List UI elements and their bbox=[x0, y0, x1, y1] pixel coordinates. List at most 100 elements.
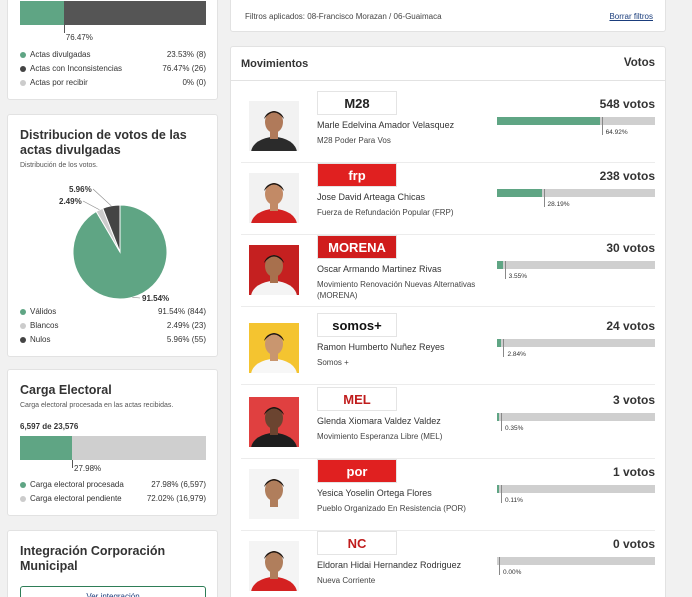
pie-label-nulos: 5.96% bbox=[69, 185, 92, 194]
filters-bar: Filtros aplicados: 08-Francisco Morazan … bbox=[230, 0, 666, 32]
legend-label: Actas por recibir bbox=[30, 78, 88, 87]
party-logo: por bbox=[317, 459, 397, 483]
candidate-name: Marle Edelvina Amador Velasquez bbox=[317, 120, 455, 130]
vote-bar-tick bbox=[543, 189, 545, 207]
party-logo: MEL bbox=[317, 387, 397, 411]
legend-blancos: Blancos 2.49% (23) bbox=[20, 321, 206, 332]
legend-carga-procesada: Carga electoral procesada 27.98% (6,597) bbox=[20, 480, 206, 491]
legend-dot-icon bbox=[20, 80, 26, 86]
movimientos-title: Movimientos bbox=[241, 58, 309, 70]
candidate-photo bbox=[249, 323, 299, 373]
actas-card: 76.47% Actas divulgadas 23.53% (8) Actas… bbox=[7, 0, 218, 100]
party-logo: frp bbox=[317, 163, 397, 187]
person-icon bbox=[251, 255, 297, 295]
integracion-card: Integración Corporación Municipal Ver in… bbox=[7, 530, 218, 597]
vote-percent: 64.92% bbox=[605, 129, 628, 136]
distribucion-pie-chart: 91.54% 2.49% 5.96% bbox=[59, 185, 169, 303]
legend-label: Blancos bbox=[30, 321, 59, 330]
legend-dot-icon bbox=[20, 482, 26, 488]
party-name: Fuerza de Refundación Popular (FRP) bbox=[317, 208, 454, 217]
ver-integracion-button[interactable]: Ver integración bbox=[20, 586, 206, 597]
party-name: Movimiento Renovación Nuevas Alternativa… bbox=[317, 280, 476, 300]
party-name: M28 Poder Para Vos bbox=[317, 136, 391, 145]
pie-callout-line bbox=[132, 297, 141, 299]
vote-bar-fill bbox=[497, 261, 503, 269]
candidate-row[interactable]: por Yesica Yoselin Ortega Flores Pueblo … bbox=[241, 459, 655, 531]
carga-title: Carga Electoral bbox=[20, 383, 112, 397]
candidate-photo bbox=[249, 397, 299, 447]
actas-progress-bar bbox=[20, 1, 206, 25]
vote-bar bbox=[497, 485, 655, 493]
legend-dot-icon bbox=[20, 337, 26, 343]
candidate-name: Glenda Xiomara Valdez Valdez bbox=[317, 416, 441, 426]
person-icon bbox=[251, 407, 297, 447]
candidate-photo bbox=[249, 541, 299, 591]
vote-percent: 3.55% bbox=[508, 273, 528, 280]
legend-value: 72.02% (16,979) bbox=[146, 494, 206, 503]
legend-dot-icon bbox=[20, 309, 26, 315]
party-name: Somos + bbox=[317, 358, 349, 367]
legend-value: 76.47% (26) bbox=[162, 64, 206, 73]
candidate-row[interactable]: M28 Marle Edelvina Amador Velasquez M28 … bbox=[241, 91, 655, 163]
vote-bar-fill bbox=[497, 339, 502, 347]
legend-value: 2.49% (23) bbox=[166, 321, 206, 330]
candidate-name: Jose David Arteaga Chicas bbox=[317, 192, 426, 202]
legend-label: Válidos bbox=[30, 307, 57, 316]
vote-count: 548 votos bbox=[599, 97, 655, 111]
candidate-photo bbox=[249, 101, 299, 151]
vote-count: 30 votos bbox=[606, 241, 655, 255]
party-logo: MORENA bbox=[317, 235, 397, 259]
legend-actas-por-recibir: Actas por recibir 0% (0) bbox=[20, 78, 206, 89]
vote-percent: 28.19% bbox=[547, 201, 570, 208]
vote-bar bbox=[497, 189, 655, 197]
carga-progress-fill bbox=[20, 436, 73, 460]
candidate-name: Oscar Armando Martinez Rivas bbox=[317, 264, 442, 274]
vote-percent: 0.11% bbox=[505, 497, 523, 504]
vote-count: 24 votos bbox=[606, 319, 655, 333]
candidate-name: Yesica Yoselin Ortega Flores bbox=[317, 488, 432, 498]
vote-percent: 2.84% bbox=[507, 351, 526, 358]
votos-header: Votos bbox=[623, 57, 655, 69]
legend-dot-icon bbox=[20, 66, 26, 72]
legend-dot-icon bbox=[20, 496, 26, 502]
vote-bar bbox=[497, 413, 655, 421]
pie-callout-line bbox=[82, 200, 100, 211]
legend-validos: Válidos 91.54% (844) bbox=[20, 307, 206, 318]
legend-actas-inconsistencias: Actas con Inconsistencias 76.47% (26) bbox=[20, 64, 206, 75]
carga-summary: 6,597 de 23,576 bbox=[20, 422, 79, 431]
carga-progress-tick bbox=[72, 460, 74, 468]
pie-label-blancos: 2.49% bbox=[59, 197, 82, 206]
legend-dot-icon bbox=[20, 323, 26, 329]
carga-subtitle: Carga electoral procesada en las actas r… bbox=[20, 402, 174, 409]
pie-callout-line bbox=[92, 188, 112, 207]
legend-label: Actas divulgadas bbox=[30, 50, 91, 59]
clear-filters-link[interactable]: Borrar filtros bbox=[609, 12, 653, 21]
pie-slice-nulos[interactable] bbox=[102, 204, 121, 253]
vote-bar bbox=[497, 339, 655, 347]
vote-bar-fill bbox=[497, 189, 542, 197]
vote-bar-fill bbox=[497, 413, 499, 421]
legend-label: Carga electoral procesada bbox=[30, 480, 124, 489]
actas-progress-label: 76.47% bbox=[65, 33, 93, 42]
actas-progress-fill bbox=[20, 1, 64, 25]
vote-bar-fill bbox=[497, 117, 600, 125]
candidate-row[interactable]: MORENA Oscar Armando Martinez Rivas Movi… bbox=[241, 235, 655, 307]
integracion-title: Integración Corporación Municipal bbox=[20, 544, 166, 573]
candidate-row[interactable]: somos+ Ramon Humberto Nuñez Reyes Somos … bbox=[241, 313, 655, 385]
carga-card: Carga Electoral Carga electoral procesad… bbox=[7, 369, 218, 516]
candidate-row[interactable]: frp Jose David Arteaga Chicas Fuerza de … bbox=[241, 163, 655, 235]
legend-carga-pendiente: Carga electoral pendiente 72.02% (16,979… bbox=[20, 494, 206, 505]
candidate-photo bbox=[249, 173, 299, 223]
legend-value: 27.98% (6,597) bbox=[151, 480, 206, 489]
vote-bar-tick bbox=[601, 117, 603, 135]
vote-count: 238 votos bbox=[599, 169, 655, 183]
vote-percent: 0.00% bbox=[503, 569, 522, 576]
candidate-name: Eldoran Hidai Hernandez Rodriguez bbox=[317, 560, 462, 570]
legend-value: 0% (0) bbox=[182, 78, 206, 87]
candidate-row[interactable]: MEL Glenda Xiomara Valdez Valdez Movimie… bbox=[241, 387, 655, 459]
legend-label: Actas con Inconsistencias bbox=[30, 64, 123, 73]
party-name: Movimiento Esperanza Libre (MEL) bbox=[317, 432, 443, 441]
candidate-row[interactable]: NC Eldoran Hidai Hernandez Rodriguez Nue… bbox=[241, 531, 655, 597]
vote-bar-tick bbox=[499, 557, 500, 575]
actas-progress-tick bbox=[63, 25, 65, 33]
